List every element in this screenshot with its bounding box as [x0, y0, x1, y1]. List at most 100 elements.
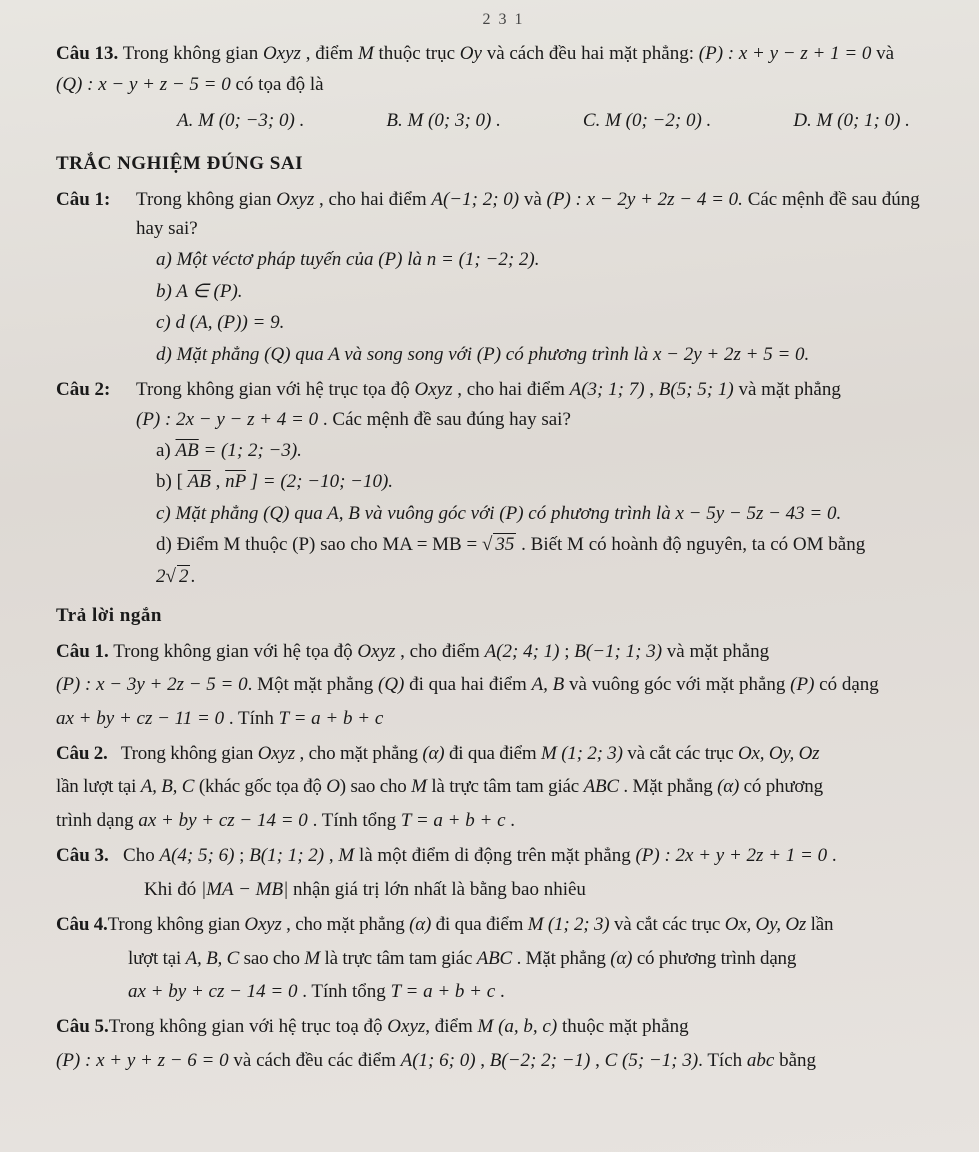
s4-t10: có phương trình dạng	[632, 948, 796, 969]
s1-l1a: Trong không gian với hệ tọa độ	[113, 641, 357, 662]
s4-ABCi: ABC	[477, 948, 512, 969]
s5-s2: ,	[590, 1050, 604, 1071]
s4-t5: lần	[806, 914, 833, 935]
c1-d: d) Mặt phẳng (Q) qua A và song song với …	[156, 340, 951, 369]
s1: Câu 1. Trong không gian với hệ tọa độ Ox…	[56, 637, 951, 666]
s3-l2: Khi đó |MA − MB| nhận giá trị lớn nhất l…	[144, 875, 951, 904]
s2-t5: lần lượt tại	[56, 776, 141, 797]
s4-l2: lượt tại A, B, C sao cho M là trực tâm t…	[128, 944, 951, 973]
s1-l2e: có dạng	[814, 674, 878, 695]
s3-t1: Cho	[123, 845, 159, 866]
q13-M: M	[358, 43, 374, 64]
s2-l2: lần lượt tại A, B, C (khác gốc tọa độ O)…	[56, 772, 951, 801]
c2-subs: a) AB = (1; 2; −3). b) [ AB , nP ] = (2;…	[156, 436, 951, 591]
s1-Q: (Q)	[378, 674, 404, 695]
q13-and: và	[871, 43, 894, 64]
s1-AB: A, B	[532, 674, 565, 695]
s4-t4: và cắt các trục	[609, 914, 724, 935]
s4-alpha: (α)	[409, 914, 431, 935]
c2-b-pre: b) [	[156, 471, 188, 492]
s4-t1: Trong không gian	[108, 914, 245, 935]
s3-P: (P) : 2x + y + 2z + 1 = 0	[635, 845, 827, 866]
c2-b-post: ] = (2; −10; −10).	[246, 471, 393, 492]
c2-s4: . Các mệnh đề sau đúng hay sai?	[318, 409, 571, 430]
s3-label: Câu 3.	[56, 845, 109, 866]
c2-s2: , cho hai điểm	[452, 379, 569, 400]
c2-label: Câu 2:	[56, 375, 136, 404]
s3-t2: ,	[324, 845, 338, 866]
s5-l2a: (P) : x + y + z − 6 = 0	[56, 1050, 229, 1071]
s1-l2b: . Một mặt phẳng	[248, 674, 378, 695]
s4-label: Câu 4.	[56, 914, 108, 935]
top-fragment: 2 3 1	[56, 8, 951, 33]
q13-label: Câu 13.	[56, 43, 118, 64]
s5-l2c: . Tích	[698, 1050, 747, 1071]
s2-l3: trình dạng ax + by + cz − 14 = 0 . Tính …	[56, 806, 951, 835]
s5-t3: thuộc mặt phẳng	[557, 1016, 688, 1037]
s4-eq: ax + by + cz − 14 = 0	[128, 981, 297, 1002]
s2-t12: . Tính tổng	[308, 810, 401, 831]
s5-label: Câu 5.	[56, 1016, 109, 1037]
s3-t3: là một điểm di động trên mặt phẳng	[354, 845, 635, 866]
s5-l2: (P) : x + y + z − 6 = 0 và cách đều các …	[56, 1046, 951, 1075]
c2-c: c) Mặt phẳng (Q) qua A, B và vuông góc v…	[156, 499, 951, 528]
c2-body: Trong không gian với hệ trục tọa độ Oxyz…	[136, 375, 951, 434]
sqrt-icon	[166, 566, 176, 587]
s5-A: A(1; 6; 0)	[401, 1050, 476, 1071]
s3-abs: |MA − MB|	[201, 879, 288, 900]
c1: Câu 1: Trong không gian Oxyz , cho hai đ…	[56, 185, 951, 244]
s5-l2b: và cách đều các điểm	[229, 1050, 401, 1071]
q13-Q: (Q) : x − y + z − 5 = 0	[56, 74, 231, 95]
q13-optD: D. M (0; 1; 0) .	[793, 106, 910, 135]
s4-axes: Ox, Oy, Oz	[725, 914, 806, 935]
q13-options: A. M (0; −3; 0) . B. M (0; 3; 0) . C. M …	[136, 106, 951, 135]
s4-Mi: M	[304, 948, 320, 969]
c2-d-sqrt: 35	[493, 533, 516, 555]
c2-b-nP: nP	[225, 471, 246, 492]
s1-A: A(2; 4; 1)	[485, 641, 560, 662]
c2-oxyz: Oxyz	[415, 379, 453, 400]
s1-l2d: và vuông góc với mặt phẳng	[564, 674, 790, 695]
q13-oxyz: Oxyz	[263, 43, 301, 64]
s1-l3b: . Tính	[224, 708, 279, 729]
c1-c: c) d (A, (P)) = 9.	[156, 308, 951, 337]
s2-ABCi: ABC	[584, 776, 619, 797]
s5-C: C (5; −1; 3)	[605, 1050, 699, 1071]
short-heading: Trả lời ngắn	[56, 601, 951, 630]
q13-optB: B. M (0; 3; 0) .	[386, 106, 501, 135]
s2-Mi: M	[411, 776, 427, 797]
c1-P: (P) : x − 2y + 2z − 4 = 0.	[547, 189, 743, 210]
c2-b-AB: AB	[188, 471, 211, 492]
c2-sep: ,	[645, 379, 659, 400]
c1-oxyz: Oxyz	[276, 189, 314, 210]
c1-s1: Trong không gian	[136, 189, 276, 210]
s5-oxyz: Oxyz	[387, 1016, 425, 1037]
s2-eq: ax + by + cz − 14 = 0	[138, 810, 307, 831]
c2-a-AB: AB	[176, 440, 199, 461]
c2-d-pre: d) Điểm M thuộc (P) sao cho MA = MB =	[156, 534, 482, 555]
s3: Câu 3. Cho A(4; 5; 6) ; B(1; 1; 2) , M l…	[56, 841, 951, 870]
s2-alpha: (α)	[422, 743, 444, 764]
s4-M: M (1; 2; 3)	[528, 914, 610, 935]
s4-l3: ax + by + cz − 14 = 0 . Tính tổng T = a …	[128, 977, 951, 1006]
s1-label: Câu 1.	[56, 641, 109, 662]
s2-ABC: A, B, C	[141, 776, 195, 797]
s1-T: T = a + b + c	[279, 708, 384, 729]
c2-B: B(5; 5; 1)	[659, 379, 734, 400]
c1-A: A(−1; 2; 0)	[431, 189, 519, 210]
s4-t3: đi qua điểm	[431, 914, 528, 935]
q13-t4: và cách đều hai mặt phẳng:	[482, 43, 699, 64]
c1-a: a) Một véctơ pháp tuyến của (P) là n = (…	[156, 245, 951, 274]
q13-optC: C. M (0; −2; 0) .	[583, 106, 711, 135]
s5-B: B(−2; 2; −1)	[490, 1050, 591, 1071]
s3-B: B(1; 1; 2)	[249, 845, 324, 866]
q13-t2: , điểm	[301, 43, 358, 64]
c1-subs: a) Một véctơ pháp tuyến của (P) là n = (…	[156, 245, 951, 369]
q13: Câu 13. Trong không gian Oxyz , điểm M t…	[56, 39, 951, 68]
s1-l1c: và mặt phẳng	[662, 641, 769, 662]
s4-oxyz: Oxyz	[244, 914, 281, 935]
s2-t6: (khác gốc tọa độ	[194, 776, 326, 797]
s5-s1: ,	[476, 1050, 490, 1071]
s4-alpha2: (α)	[610, 948, 632, 969]
q13-P: (P) : x + y − z + 1 = 0	[699, 43, 872, 64]
